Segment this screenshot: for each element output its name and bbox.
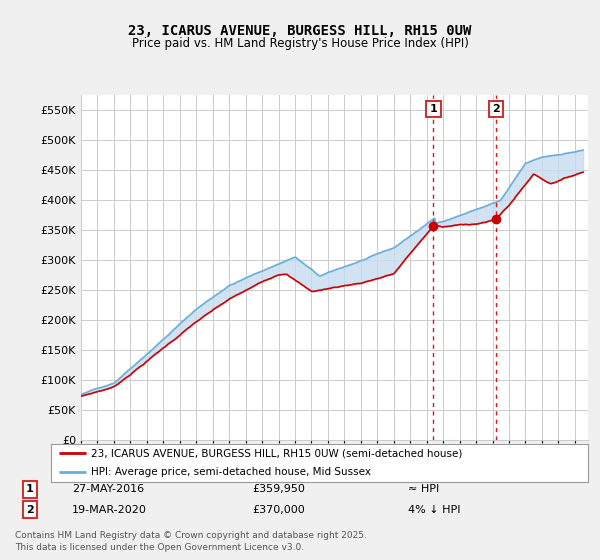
Text: 1: 1 <box>430 104 437 114</box>
Text: £359,950: £359,950 <box>252 484 305 494</box>
Text: ≈ HPI: ≈ HPI <box>408 484 439 494</box>
Text: 2: 2 <box>26 505 34 515</box>
Text: 2: 2 <box>492 104 500 114</box>
Text: 19-MAR-2020: 19-MAR-2020 <box>72 505 147 515</box>
Text: Price paid vs. HM Land Registry's House Price Index (HPI): Price paid vs. HM Land Registry's House … <box>131 37 469 50</box>
Text: 4% ↓ HPI: 4% ↓ HPI <box>408 505 461 515</box>
Text: 1: 1 <box>26 484 34 494</box>
Text: HPI: Average price, semi-detached house, Mid Sussex: HPI: Average price, semi-detached house,… <box>91 467 371 477</box>
Text: 27-MAY-2016: 27-MAY-2016 <box>72 484 144 494</box>
Text: Contains HM Land Registry data © Crown copyright and database right 2025.
This d: Contains HM Land Registry data © Crown c… <box>15 531 367 552</box>
Text: 23, ICARUS AVENUE, BURGESS HILL, RH15 0UW: 23, ICARUS AVENUE, BURGESS HILL, RH15 0U… <box>128 24 472 38</box>
Text: 23, ICARUS AVENUE, BURGESS HILL, RH15 0UW (semi-detached house): 23, ICARUS AVENUE, BURGESS HILL, RH15 0U… <box>91 448 463 458</box>
Text: £370,000: £370,000 <box>252 505 305 515</box>
